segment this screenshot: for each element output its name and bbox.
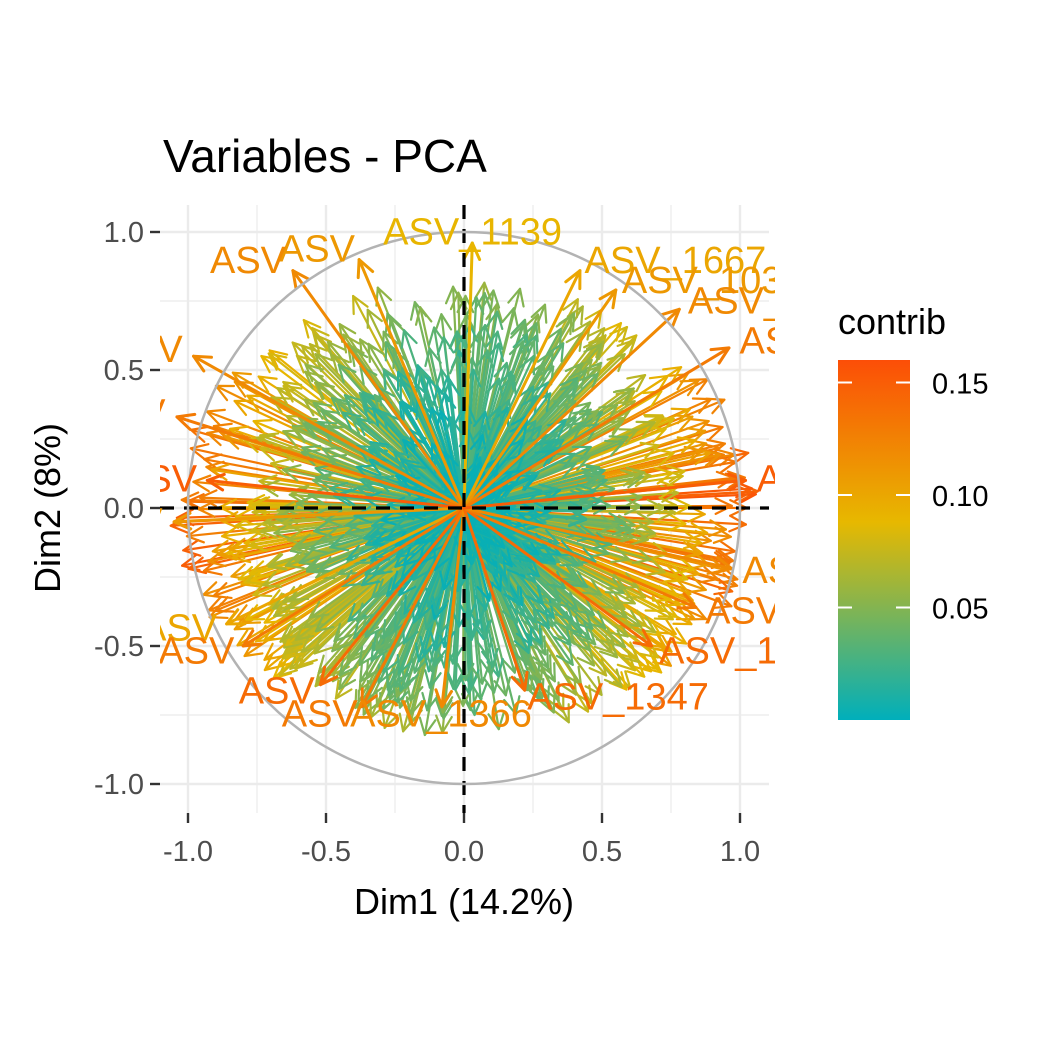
legend: contrib 0.15 0.10 0.05 [838,301,988,720]
legend-colorbar [838,360,910,720]
variable-arrows [160,205,769,813]
variable-label: ASV [279,229,356,271]
y-axis-title: Dim2 (8%) [27,423,68,593]
legend-title: contrib [838,301,946,342]
variable-arrow [462,241,482,510]
variable-label: ASV_1347 [527,676,709,718]
variable-arrow [192,354,466,510]
x-axis-title: Dim1 (14.2%) [354,881,574,922]
variable-label: ASV_1018 [688,280,870,322]
x-tick-label: 0.5 [582,836,622,868]
y-tick-label: 0.0 [104,493,144,525]
variable-label: ASV_16 [757,458,896,500]
x-tick-label: 0.0 [444,836,484,868]
variable-arrow [356,258,466,510]
variable-label: ASV [282,694,359,736]
variable-arrow [172,506,466,531]
variable-arrow [175,412,466,510]
correlation-circle [186,230,742,786]
legend-ticks: 0.15 0.10 0.05 [838,369,988,626]
variable-label: ASV [158,631,235,673]
variable-arrow [291,269,466,510]
variable-arrow [462,506,734,575]
variable-arrow [462,346,731,510]
variable-arrow [462,472,748,510]
variable-label: ASV_1667 [585,240,767,282]
variable-label: ASV [87,501,164,543]
variable-label: ASV_1139 [383,211,562,253]
variable-arrow [462,506,654,648]
variable-arrow [205,472,466,510]
y-tick-label: 0.5 [104,355,144,387]
chart-title: Variables - PCA [163,130,487,182]
x-tick-label: -1.0 [163,836,213,868]
variable-arrow [434,506,466,709]
variable-label: ASV [141,608,218,650]
variable-arrow [462,506,529,692]
variable-label: ASV [121,458,198,500]
variable-arrow [439,506,466,591]
variable-label: ASV_18 [742,550,881,592]
variable-label: ASV [89,392,166,434]
variable-arrow [462,288,618,510]
variable-arrow [241,506,466,648]
variable-label: ASV [107,329,184,371]
variable-label: ASV_1366 [350,694,532,736]
x-tick-label: 1.0 [720,836,760,868]
variable-label: ASV [239,671,316,713]
legend-tick-label: 0.15 [932,369,988,401]
y-tick-label: 1.0 [104,217,144,249]
y-tick-label: -0.5 [94,631,144,663]
variable-label: ASV_1102 [705,590,884,632]
variable-label: ASV [210,240,287,282]
x-axis: -1.0 -0.5 0.0 0.5 1.0 [163,813,760,868]
variable-label: ASV_211 [740,321,898,363]
variable-label: ASV_1038 [622,260,804,302]
y-axis: 1.0 0.5 0.0 -0.5 -1.0 [94,217,160,801]
variable-arrow [462,307,681,510]
variable-arrow [318,506,466,687]
variable-arrow [225,506,466,626]
variable-arrow [462,506,698,610]
x-tick-label: -0.5 [301,836,351,868]
variable-label: ASV_1305 [659,631,841,673]
y-tick-label: -1.0 [94,769,144,801]
variable-arrow [462,269,582,510]
legend-tick-label: 0.10 [932,481,988,513]
legend-tick-label: 0.05 [932,594,988,626]
variable-arrow [360,506,466,709]
